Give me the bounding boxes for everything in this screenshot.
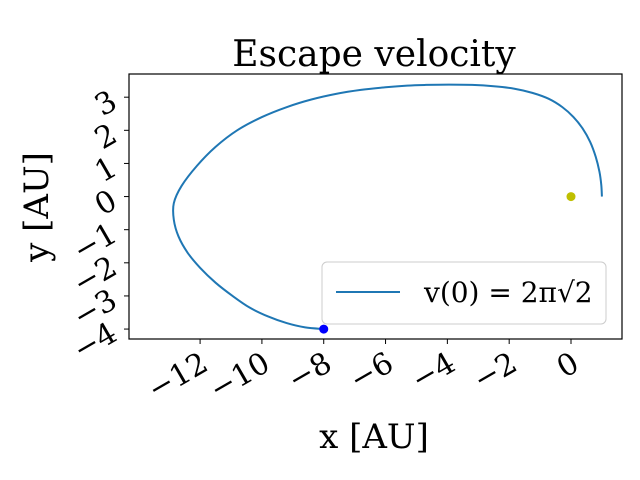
y-tick-label: −1 <box>67 216 123 268</box>
legend-label: v(0) = 2π√2 <box>423 276 593 309</box>
x-tick-label: −8 <box>282 346 338 398</box>
legend-box <box>321 261 607 325</box>
x-axis-title: x [AU] <box>319 417 429 457</box>
chart-title: Escape velocity <box>232 34 516 75</box>
orbit-line <box>172 83 603 331</box>
x-ticks: −12−10 −8 −6 −4 −2 0 <box>142 339 585 408</box>
sun-marker <box>566 192 576 202</box>
start-marker <box>319 324 329 334</box>
y-tick-label: 3 <box>89 84 123 124</box>
legend: v(0) = 2π√2 <box>321 261 607 325</box>
x-tick-label: 0 <box>551 346 585 386</box>
y-axis-title: y [AU] <box>17 152 57 263</box>
x-tick-label: −4 <box>406 346 462 398</box>
x-tick-label: −10 <box>204 346 276 408</box>
x-tick-label: −6 <box>344 346 400 398</box>
x-tick-label: −2 <box>467 346 523 398</box>
markers <box>319 192 576 334</box>
